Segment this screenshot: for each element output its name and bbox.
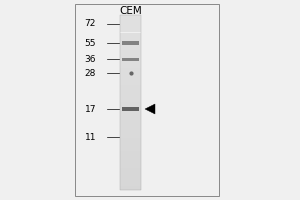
Bar — [75, 4, 219, 196]
Bar — [120, 159, 141, 164]
Bar — [120, 107, 141, 111]
Bar — [122, 58, 139, 60]
Text: 72: 72 — [85, 20, 96, 28]
Bar — [120, 32, 141, 37]
Text: CEM: CEM — [119, 6, 142, 16]
Bar — [120, 142, 141, 146]
Bar — [120, 41, 141, 46]
Bar — [120, 15, 141, 190]
Bar — [120, 15, 141, 19]
Bar — [120, 120, 141, 124]
Bar — [120, 89, 141, 94]
Bar — [120, 24, 141, 28]
Bar — [120, 124, 141, 129]
Bar — [120, 111, 141, 116]
Bar — [120, 151, 141, 155]
Bar — [120, 68, 141, 72]
Bar — [120, 138, 141, 142]
Bar — [120, 116, 141, 120]
Bar — [120, 177, 141, 181]
Bar — [120, 46, 141, 50]
Bar — [120, 63, 141, 68]
Bar — [120, 172, 141, 177]
Text: 55: 55 — [85, 38, 96, 47]
Bar — [120, 94, 141, 98]
Text: 11: 11 — [85, 132, 96, 142]
Bar — [120, 168, 141, 172]
Bar — [120, 76, 141, 81]
Bar — [120, 155, 141, 159]
Text: 36: 36 — [85, 54, 96, 64]
Bar — [120, 98, 141, 102]
Bar — [120, 102, 141, 107]
Bar — [120, 37, 141, 41]
Bar — [120, 146, 141, 151]
Bar — [120, 85, 141, 89]
Bar — [122, 107, 139, 111]
Bar — [120, 181, 141, 186]
Bar — [120, 186, 141, 190]
Bar — [120, 133, 141, 138]
Bar — [122, 41, 139, 45]
Bar — [120, 72, 141, 76]
Text: 28: 28 — [85, 68, 96, 77]
Bar — [120, 19, 141, 24]
Bar — [120, 59, 141, 63]
Bar — [120, 54, 141, 59]
Bar — [120, 129, 141, 133]
Text: 17: 17 — [85, 105, 96, 114]
Bar — [120, 28, 141, 32]
Bar — [120, 81, 141, 85]
Bar — [120, 164, 141, 168]
Bar — [120, 50, 141, 54]
